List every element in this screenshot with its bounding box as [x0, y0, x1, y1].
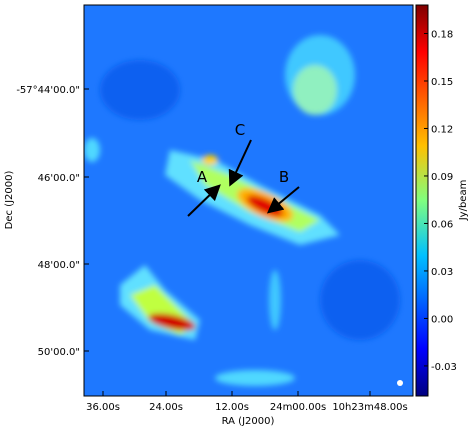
y-tick-label: 48'00.0": [38, 260, 80, 271]
x-axis-label: RA (J2000): [222, 416, 275, 427]
x-tick-label: 24m00.00s: [270, 402, 326, 413]
colorbar-tick-label: 0.06: [431, 219, 453, 230]
x-tick-label: 12.00s: [215, 402, 249, 413]
frame: [83, 4, 414, 397]
arrow: [266, 186, 300, 214]
annotation: A: [197, 168, 208, 186]
colorbar-label: Jy/beam: [458, 180, 469, 222]
x-tick-label: 36.00s: [86, 402, 120, 413]
x-tick-label: 10h23m48.00s: [332, 402, 407, 413]
annotation: B: [279, 168, 289, 186]
y-tick-label: -57°44'00.0": [16, 85, 80, 96]
colorbar-tick-label: -0.03: [431, 362, 457, 373]
colorbar-tick-label: 0.12: [431, 124, 453, 135]
y-tick-label: 50'00.0": [38, 347, 80, 358]
arrow: [187, 184, 221, 217]
colorbar-tick-label: 0.00: [431, 314, 453, 325]
colorbar: [415, 4, 429, 397]
arrow: [228, 139, 252, 187]
x-tick-label: 24.00s: [149, 402, 183, 413]
y-tick-label: 46'00.0": [38, 173, 80, 184]
colorbar-tick-label: 0.03: [431, 267, 453, 278]
image: [84, 5, 413, 396]
y-axis-label: Dec (J2000): [4, 171, 15, 230]
colorbar-tick-label: 0.09: [431, 172, 453, 183]
colorbar-tick-label: 0.18: [431, 29, 453, 40]
colorbar-tick-label: 0.15: [431, 77, 453, 88]
annotation: C: [235, 121, 245, 139]
